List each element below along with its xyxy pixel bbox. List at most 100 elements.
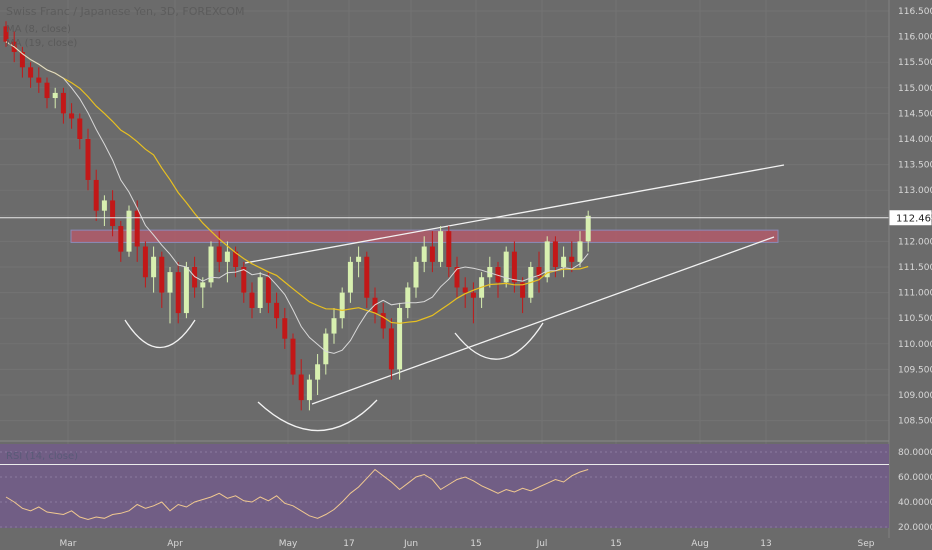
candle-body: [85, 139, 91, 180]
price-tick-label: 114.000: [898, 135, 932, 145]
candle-body: [331, 318, 337, 334]
candle-body: [298, 374, 304, 401]
price-tick-label: 109.500: [898, 365, 932, 375]
left-shoulder-arc: [124, 319, 196, 348]
candle-body: [274, 302, 280, 319]
candle-body: [93, 179, 99, 211]
candle-body: [290, 338, 296, 375]
candle-body: [462, 287, 468, 293]
time-tick-label: 15: [470, 539, 481, 549]
candle-body: [224, 251, 230, 262]
price-tick-label: 109.000: [898, 391, 932, 401]
candle-body: [446, 231, 452, 267]
ma-fast-legend[interactable]: MA (8, close): [6, 24, 71, 35]
candle-body: [364, 256, 370, 298]
price-tick-label: 115.500: [898, 58, 932, 68]
price-tick-label: 111.000: [898, 289, 932, 299]
candle-body: [60, 92, 66, 114]
price-tick-label: 116.500: [898, 7, 932, 17]
candle-body: [265, 277, 271, 303]
time-axis[interactable]: Mar Apr May 17 Jun 15 Jul 15 Aug 13 Sep: [60, 539, 875, 549]
lower-trendline: [311, 236, 775, 405]
candle-body: [487, 267, 493, 278]
candle-body: [405, 287, 411, 308]
candle-body: [208, 246, 214, 283]
price-tick-label: 115.000: [898, 84, 932, 94]
candle-body: [552, 241, 558, 267]
price-tick-label: 110.000: [898, 340, 932, 350]
candle-body: [28, 67, 34, 78]
rsi-tick-label: 60.0000: [898, 473, 932, 483]
candle-body: [151, 256, 157, 278]
candle-body: [536, 267, 542, 278]
rsi-line: [5, 468, 589, 521]
chart-title: Swiss Franc / Japanese Yen, 3D, FOREXCOM: [6, 5, 245, 18]
candle-body: [323, 333, 329, 365]
candle-body: [183, 267, 189, 314]
ma-fast-line: [5, 41, 589, 354]
candle-body: [36, 77, 42, 83]
time-tick-label: Jun: [403, 539, 418, 549]
rsi-tick-label: 20.0000: [898, 523, 932, 533]
candle-body: [69, 113, 75, 119]
candle-body: [19, 51, 25, 68]
time-tick-label: Aug: [691, 539, 709, 549]
candle-body: [44, 82, 50, 99]
time-tick-label: 13: [760, 539, 771, 549]
candle-body: [388, 328, 394, 370]
rsi-tick-label: 40.0000: [898, 498, 932, 508]
time-tick-label: Sep: [858, 539, 875, 549]
candle-body: [257, 277, 263, 308]
candle-body: [118, 226, 124, 252]
candles[interactable]: [3, 21, 591, 411]
candle-body: [192, 267, 198, 288]
candle-body: [282, 318, 288, 339]
price-tick-label: 113.000: [898, 186, 932, 196]
candle-body: [126, 210, 132, 252]
candle-body: [421, 246, 427, 262]
price-tick-label: 108.500: [898, 417, 932, 427]
candle-body: [216, 246, 222, 262]
time-tick-label: May: [279, 539, 298, 549]
candle-body: [142, 246, 148, 278]
price-tick-label: 111.500: [898, 263, 932, 273]
time-tick-label: 15: [610, 539, 621, 549]
candle-body: [520, 282, 526, 298]
time-tick-label: Mar: [60, 539, 77, 549]
time-tick-label: 17: [343, 539, 354, 549]
candle-body: [315, 364, 321, 380]
candle-body: [159, 256, 165, 293]
candle-body: [134, 210, 140, 247]
candle-body: [3, 26, 9, 42]
rsi-tick-label: 80.0000: [898, 448, 932, 458]
candle-body: [200, 282, 206, 288]
candle-body: [339, 292, 345, 319]
candle-body: [380, 313, 386, 329]
price-tick-label: 112.000: [898, 237, 932, 247]
candle-body: [511, 251, 517, 283]
candle-body: [306, 379, 312, 401]
candle-body: [52, 92, 58, 99]
candle-body: [544, 241, 550, 278]
grid: [0, 0, 889, 528]
upper-trendline: [244, 164, 785, 264]
time-tick-label: Apr: [167, 539, 183, 549]
head-arc: [257, 399, 378, 432]
price-tick-label: 113.500: [898, 161, 932, 171]
candle-body: [77, 118, 83, 139]
trendlines: [124, 164, 785, 432]
right-shoulder-arc: [454, 322, 544, 360]
candle-body: [347, 261, 353, 293]
ma-slow-legend[interactable]: MA (19, close): [6, 38, 77, 49]
candle-body: [495, 267, 501, 283]
candle-body: [454, 267, 460, 288]
candle-body: [249, 292, 255, 308]
rsi-legend[interactable]: RSI (14, close): [6, 451, 78, 462]
candle-body: [413, 261, 419, 288]
candle-body: [167, 272, 173, 293]
candle-body: [569, 256, 575, 262]
candle-body: [233, 251, 239, 267]
candle-body: [470, 292, 476, 298]
time-tick-label: Jul: [536, 539, 548, 549]
price-tick-label: 114.500: [898, 109, 932, 119]
